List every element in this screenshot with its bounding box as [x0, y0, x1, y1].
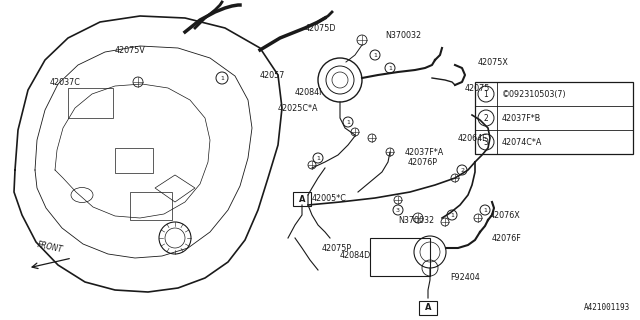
Text: 1: 1	[346, 119, 350, 124]
Text: A: A	[425, 303, 431, 313]
Text: 42084I: 42084I	[295, 87, 323, 97]
Text: 42037F*A: 42037F*A	[405, 148, 444, 156]
Text: A: A	[299, 195, 305, 204]
Text: N370032: N370032	[398, 215, 434, 225]
Text: 42075P: 42075P	[322, 244, 352, 252]
Text: 42037C: 42037C	[49, 77, 80, 86]
Text: 42057: 42057	[260, 70, 285, 79]
Text: 1: 1	[388, 66, 392, 70]
Text: A421001193: A421001193	[584, 303, 630, 312]
Text: 42076P: 42076P	[408, 157, 438, 166]
Text: 2: 2	[460, 167, 464, 172]
Text: 42075D: 42075D	[305, 23, 337, 33]
Text: 1: 1	[373, 52, 377, 58]
Text: 42064E: 42064E	[458, 133, 488, 142]
Text: 42025C*A: 42025C*A	[278, 103, 319, 113]
Text: FRONT: FRONT	[36, 240, 63, 254]
Text: ©092310503(7): ©092310503(7)	[502, 90, 566, 99]
Text: 42076F: 42076F	[492, 234, 522, 243]
Text: 42084D: 42084D	[340, 251, 371, 260]
Text: 42076X: 42076X	[490, 211, 521, 220]
Text: 3: 3	[484, 138, 488, 147]
Text: 42037F*B: 42037F*B	[502, 114, 541, 123]
Text: 42075X: 42075X	[478, 58, 509, 67]
Text: 1: 1	[220, 76, 224, 81]
Text: 1: 1	[483, 207, 487, 212]
Text: 1: 1	[484, 90, 488, 99]
Text: 42005*C: 42005*C	[312, 194, 347, 203]
Text: N370032: N370032	[385, 30, 421, 39]
Text: 3: 3	[396, 207, 400, 212]
Text: F92404: F92404	[450, 274, 480, 283]
Text: 1: 1	[450, 212, 454, 218]
Text: 42074C*A: 42074C*A	[502, 138, 542, 147]
Text: 1: 1	[316, 156, 320, 161]
Text: 42075: 42075	[465, 84, 490, 92]
Text: 42075V: 42075V	[114, 45, 145, 54]
Text: 2: 2	[484, 114, 488, 123]
